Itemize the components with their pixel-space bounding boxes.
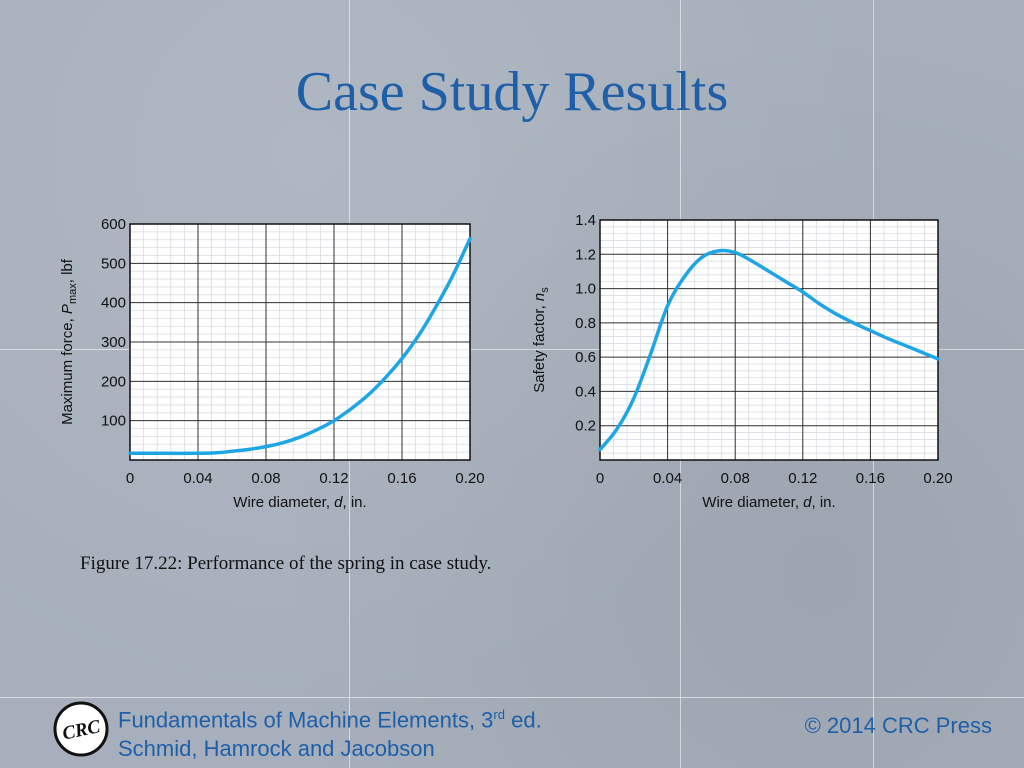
max-force-x-tick-label: 0.16 — [387, 470, 416, 487]
safety-factor-x-tick-label: 0 — [596, 470, 604, 487]
footer-book-info: Fundamentals of Machine Elements, 3rd ed… — [118, 700, 542, 763]
slide-title: Case Study Results — [295, 61, 729, 123]
safety-factor-curve — [598, 248, 940, 452]
max-force-y-tick-label: 300 — [101, 334, 126, 351]
safety-factor-chart-svg: 0 0.04 0.08 0.12 0.16 0.20 0.2 0.4 0.6 0.8 1.0 1.2 1… — [531, 212, 953, 511]
max-force-chart: 0 0.04 0.08 0.12 0.16 0.20 100 200 300 400 500 600 W… — [56, 200, 496, 530]
max-force-x-tick-label: 0.08 — [251, 470, 280, 487]
max-force-x-tick-label: 0.12 — [319, 470, 348, 487]
safety-factor-y-tick-label: 0.2 — [575, 418, 596, 435]
safety-factor-y-tick-label: 0.6 — [575, 349, 596, 366]
max-force-x-tick-label: 0 — [126, 470, 134, 487]
safety-factor-plot-frame — [599, 219, 939, 461]
safety-factor-x-tick-label: 0.12 — [788, 470, 817, 487]
crc-logo: CRC — [53, 701, 109, 757]
max-force-x-axis-label: Wire diameter, d, in. — [233, 494, 366, 511]
footer-book-authors: Schmid, Hamrock and Jacobson — [118, 736, 435, 762]
max-force-y-tick-label: 600 — [101, 216, 126, 233]
max-force-plot-frame — [129, 223, 471, 461]
max-force-y-tick-label: 500 — [101, 255, 126, 272]
safety-factor-y-tick-label: 0.4 — [575, 383, 596, 400]
slide-guide-line — [0, 349, 1024, 350]
safety-factor-y-tick-label: 1.0 — [575, 281, 596, 298]
footer-copyright: © 2014 CRC Press — [804, 713, 992, 738]
safety-factor-y-tick-label: 0.8 — [575, 315, 596, 332]
safety-factor-y-axis-label: Safety factor, ns — [531, 287, 551, 393]
safety-factor-y-tick-label: 1.2 — [575, 246, 596, 263]
safety-factor-x-tick-label: 0.04 — [653, 470, 682, 487]
safety-factor-x-axis-label: Wire diameter, d, in. — [702, 494, 835, 511]
slide-guide-line — [0, 697, 1024, 698]
max-force-y-tick-label: 400 — [101, 295, 126, 312]
max-force-y-tick-label: 100 — [101, 413, 126, 430]
max-force-curve — [128, 236, 472, 456]
max-force-y-axis-label: Maximum force, Pmax, lbf — [59, 258, 79, 425]
max-force-chart-svg: 0 0.04 0.08 0.12 0.16 0.20 100 200 300 400 500 600 W… — [59, 216, 485, 511]
figure-caption: Figure 17.22: Performance of the spring … — [80, 553, 492, 574]
max-force-x-tick-label: 0.20 — [455, 470, 484, 487]
safety-factor-x-tick-label: 0.16 — [856, 470, 885, 487]
safety-factor-x-tick-label: 0.08 — [721, 470, 750, 487]
safety-factor-y-tick-label: 1.4 — [575, 212, 596, 229]
safety-factor-chart: 0 0.04 0.08 0.12 0.16 0.20 0.2 0.4 0.6 0.8 1.0 1.2 1… — [528, 200, 968, 530]
safety-factor-x-tick-label: 0.20 — [923, 470, 952, 487]
max-force-x-tick-label: 0.04 — [183, 470, 212, 487]
footer-book-title: Fundamentals of Machine Elements, 3rd ed… — [118, 707, 542, 733]
max-force-y-tick-label: 200 — [101, 373, 126, 390]
